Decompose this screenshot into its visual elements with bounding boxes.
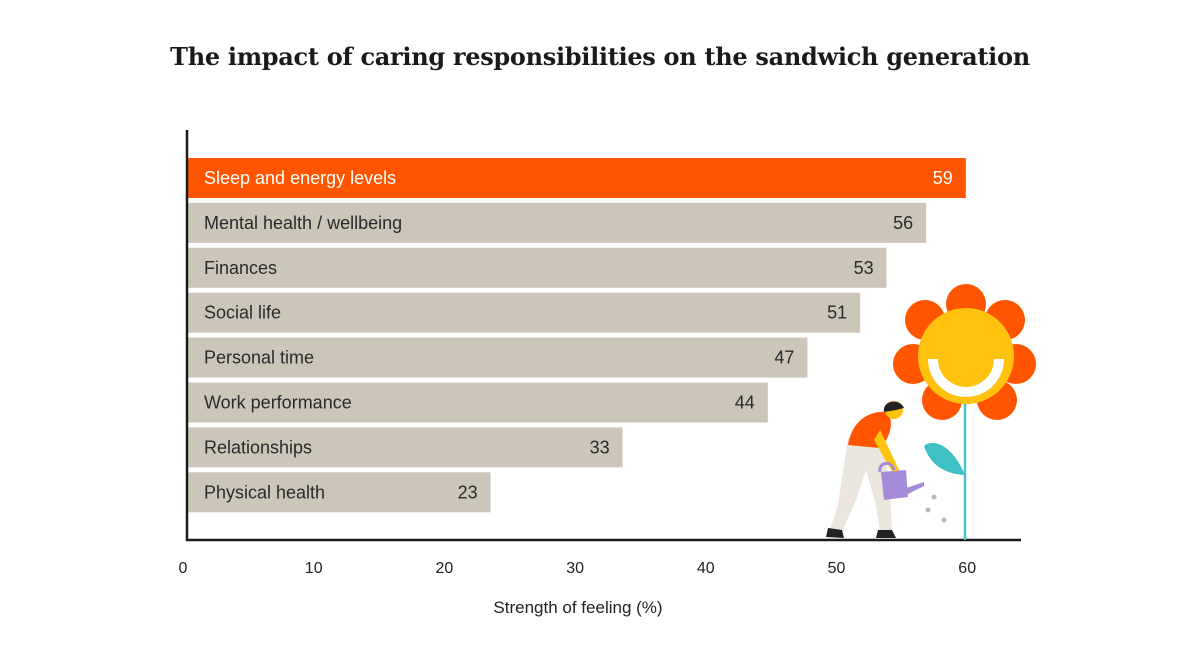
x-tick-label: 30 (566, 560, 584, 577)
category-label: Sleep and energy levels (204, 168, 396, 188)
bar-social-life (188, 292, 861, 333)
bar-personal-time (188, 337, 808, 378)
person-illustration (826, 401, 947, 538)
category-label: Relationships (204, 437, 312, 457)
data-label: 59 (933, 168, 953, 188)
x-tick-label: 50 (828, 560, 846, 577)
bar-physical-health (188, 472, 491, 513)
data-label: 51 (827, 303, 847, 323)
data-label: 53 (854, 258, 874, 278)
category-label: Physical health (204, 482, 325, 502)
category-label: Work performance (204, 393, 352, 413)
data-label: 47 (774, 348, 794, 368)
x-tick-label: 60 (958, 560, 976, 577)
data-label: 56 (893, 213, 913, 233)
x-tick-label: 10 (305, 560, 323, 577)
x-tick-label: 0 (179, 560, 188, 577)
flower-illustration (893, 284, 1036, 540)
category-label: Social life (204, 303, 281, 323)
x-axis-label: Strength of feeling (%) (493, 598, 662, 617)
bar-mental-health-wellbeing (188, 202, 927, 243)
x-tick-label: 40 (697, 560, 715, 577)
category-label: Mental health / wellbeing (204, 213, 402, 233)
data-label: 23 (458, 482, 478, 502)
category-label: Finances (204, 258, 277, 278)
smile (928, 359, 1004, 397)
chart-title: The impact of caring responsibilities on… (170, 42, 1030, 71)
bar-relationships (188, 427, 623, 468)
data-label: 33 (590, 437, 610, 457)
x-tick-label: 20 (436, 560, 454, 577)
leaf (924, 443, 965, 475)
bar-work-performance (188, 382, 768, 423)
bar-finances (188, 247, 887, 288)
data-label: 44 (735, 393, 755, 413)
bar-sleep-and-energy-levels (188, 158, 966, 198)
category-label: Personal time (204, 348, 314, 368)
